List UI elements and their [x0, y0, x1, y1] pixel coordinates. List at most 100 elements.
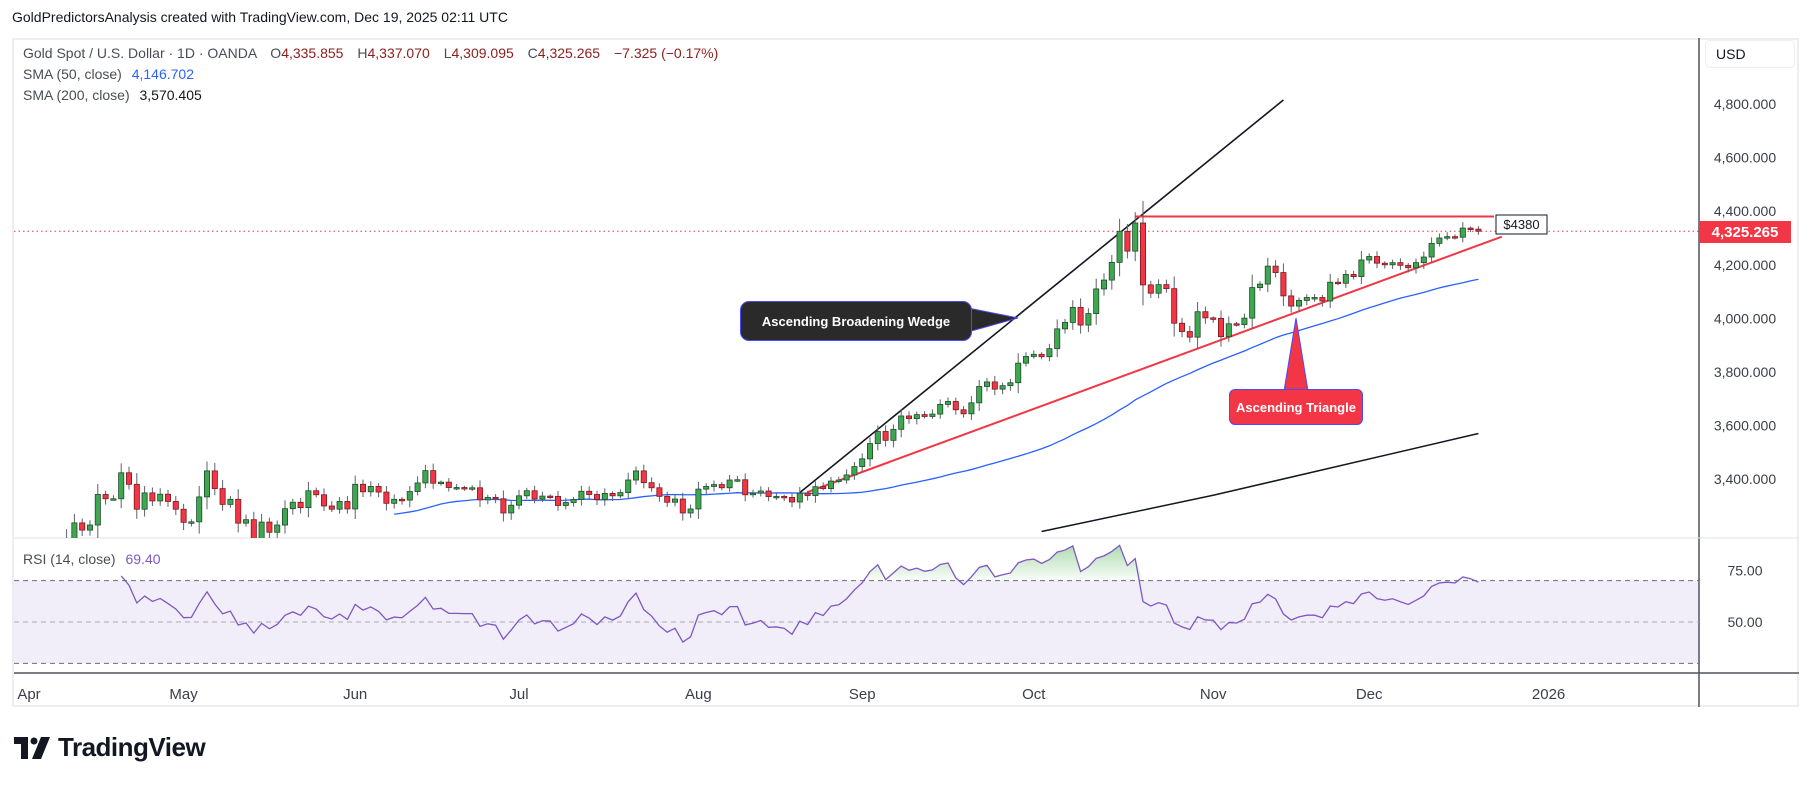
time-tick-label: May	[169, 686, 198, 703]
candle	[235, 489, 242, 533]
candle	[71, 513, 78, 538]
candle-body-down	[664, 495, 671, 503]
candle-body-down	[1374, 256, 1381, 264]
sma200-legend[interactable]: SMA (200, close) 3,570.405	[23, 87, 202, 103]
candle-body-up	[734, 479, 741, 482]
candle	[1475, 226, 1482, 235]
candle	[1280, 263, 1287, 307]
rsi-pane[interactable]	[14, 544, 1699, 664]
candle-body-up	[1257, 283, 1264, 288]
candle-body-up	[1241, 317, 1248, 325]
candle-body-up	[516, 495, 523, 506]
symbol-name: Gold Spot / U.S. Dollar · 1D · OANDA	[23, 45, 257, 61]
candle	[336, 496, 343, 514]
candle-body-up	[1225, 323, 1232, 338]
candle	[484, 494, 491, 505]
candle	[750, 489, 757, 498]
rsi-axis[interactable]: 75.00 50.00	[1727, 562, 1762, 630]
candle-body-up	[1428, 242, 1435, 258]
candle-body-up	[1303, 297, 1310, 301]
candle-body-down	[320, 494, 327, 507]
candle-body-down	[991, 381, 998, 390]
candle	[367, 481, 374, 497]
candle-body-up	[913, 414, 920, 420]
candle-body-up	[188, 521, 195, 524]
candle-body-up	[437, 481, 444, 485]
candle-body-down	[476, 487, 483, 501]
candle	[1358, 250, 1365, 284]
candle	[570, 496, 577, 507]
candle-body-down	[1405, 264, 1412, 269]
candle	[1108, 254, 1115, 290]
candle	[937, 399, 944, 419]
candle	[297, 497, 304, 514]
price-axis[interactable]: 4,800.000 4,600.000 4,400.000 4,200.000 4,00…	[1714, 96, 1776, 487]
candle-body-down	[718, 484, 725, 489]
candle	[1155, 279, 1162, 299]
candle-body-up	[1413, 262, 1420, 269]
candle	[196, 485, 203, 534]
tradingview-logo[interactable]: TradingView	[14, 732, 206, 763]
time-tick-label: Apr	[17, 686, 40, 703]
price-pane[interactable]	[9, 99, 1699, 602]
candle-body-up	[687, 508, 694, 514]
candle	[281, 500, 288, 534]
ascending-support-trendline	[807, 235, 1503, 494]
candle	[1163, 279, 1170, 293]
resistance-label[interactable]: $4380	[1495, 214, 1548, 235]
sma200-value: 3,570.405	[139, 87, 202, 103]
time-tick-label: Oct	[1022, 686, 1046, 703]
candle-body-down	[1280, 272, 1287, 297]
candle-body-up	[1296, 300, 1303, 307]
candle	[476, 480, 483, 507]
candle	[1288, 289, 1295, 313]
symbol-legend[interactable]: Gold Spot / U.S. Dollar · 1D · OANDA O4,…	[23, 45, 718, 61]
candle-body-up	[867, 443, 874, 460]
candle	[1054, 319, 1061, 358]
candle	[796, 486, 803, 509]
candle-body-up	[484, 497, 491, 501]
candle	[242, 514, 249, 527]
candle-body-up	[890, 428, 897, 441]
candle-body-down	[492, 497, 499, 500]
candle	[695, 481, 702, 519]
candle-body-down	[328, 505, 335, 510]
candle	[1264, 257, 1271, 293]
candle-body-down	[1210, 317, 1217, 320]
open-label: O	[270, 45, 282, 61]
candle	[562, 497, 569, 510]
resistance-label-box	[1495, 214, 1548, 235]
candle-body-down	[640, 470, 647, 484]
annotation-ascending-broadening-wedge[interactable]: Ascending Broadening Wedge	[740, 301, 972, 341]
candle-body-up	[796, 492, 803, 503]
candle	[406, 486, 413, 508]
candle-body-up	[625, 479, 632, 493]
annotation-ascending-triangle[interactable]: Ascending Triangle	[1229, 389, 1363, 425]
candle-body-down	[952, 401, 959, 411]
candle	[726, 474, 733, 492]
time-tick-label: Jul	[509, 686, 528, 703]
candle	[789, 493, 796, 508]
candle	[1249, 274, 1256, 330]
candle	[742, 473, 749, 502]
price-tick-label: 3,400.000	[1714, 471, 1776, 487]
candle-body-down	[1452, 236, 1459, 239]
candle-body-up	[828, 480, 835, 489]
candle-body-up	[1069, 307, 1076, 323]
sma50-legend[interactable]: SMA (50, close) 4,146.702	[23, 66, 194, 82]
candle-body-down	[398, 498, 405, 502]
time-axis[interactable]: Apr May Jun Jul Aug Sep Oct Nov Dec 2026	[17, 686, 1565, 703]
candle	[890, 424, 897, 448]
candle-body-down	[1186, 331, 1193, 338]
candle-body-down	[609, 493, 616, 497]
candle-body-down	[742, 479, 749, 496]
candle-body-up	[1046, 348, 1053, 358]
currency-button[interactable]: USD	[1705, 40, 1795, 68]
candle	[320, 488, 327, 511]
candle-body-down	[344, 501, 351, 510]
candle-body-up	[1420, 256, 1427, 264]
candle	[430, 463, 437, 489]
rsi-legend[interactable]: RSI (14, close) 69.40	[23, 551, 161, 567]
candle	[1467, 226, 1474, 233]
